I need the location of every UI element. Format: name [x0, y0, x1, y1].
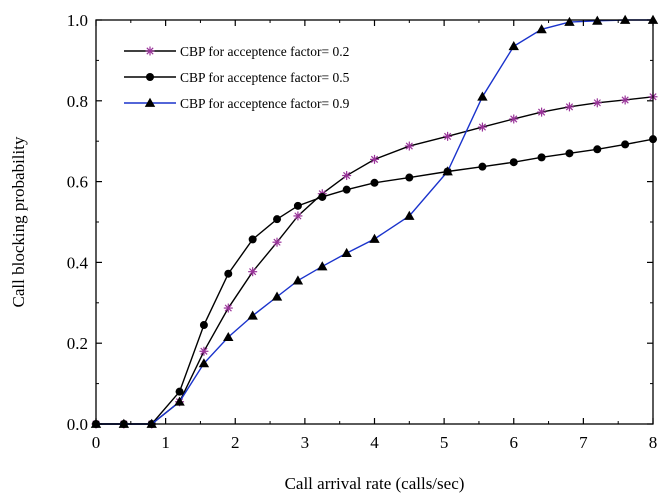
asterisk-stroke: [593, 99, 601, 107]
legend-entry: CBP for acceptence factor= 0.9: [124, 96, 350, 111]
data-point: [248, 267, 258, 277]
x-tick-label: 0: [92, 433, 101, 452]
asterisk-stroke: [510, 115, 518, 123]
asterisk-stroke: [273, 238, 281, 246]
data-point: [565, 149, 574, 158]
asterisk-stroke: [370, 155, 379, 163]
data-point: [478, 162, 487, 171]
series-3: [90, 14, 659, 428]
asterisk-stroke: [200, 347, 208, 355]
x-tick-label: 5: [440, 433, 449, 452]
data-point: [174, 396, 185, 406]
asterisk-stroke: [343, 171, 351, 180]
data-point: [620, 95, 630, 105]
legend: CBP for acceptence factor= 0.2 CBP for ac…: [124, 44, 350, 111]
data-point: [273, 215, 282, 224]
data-point: [564, 16, 575, 26]
x-tick-label: 2: [231, 433, 240, 452]
data-point: [405, 173, 414, 182]
asterisk-stroke: [478, 123, 487, 131]
y-tick-label: 0.8: [67, 92, 88, 111]
asterisk-stroke: [294, 212, 302, 220]
data-point: [509, 158, 518, 167]
x-axis-label: Call arrival rate (calls/sec): [285, 474, 465, 493]
data-point: [370, 154, 379, 164]
data-point: [621, 140, 630, 149]
data-point: [247, 310, 258, 320]
data-point: [198, 358, 210, 368]
data-point: [404, 210, 415, 220]
data-point: [509, 114, 519, 124]
data-point: [593, 145, 602, 154]
legend-marker: [146, 73, 154, 81]
y-tick-label: 0.2: [67, 334, 88, 353]
y-tick-label: 0.0: [67, 415, 88, 434]
data-point: [443, 131, 453, 141]
data-point: [537, 107, 547, 117]
legend-marker: [145, 46, 155, 56]
data-point: [369, 233, 380, 243]
y-axis-label: Call blocking probability: [9, 136, 28, 307]
asterisk-stroke: [224, 304, 232, 312]
data-point: [271, 291, 283, 301]
asterisk-stroke: [537, 108, 546, 116]
asterisk-stroke: [249, 268, 257, 276]
axis-ticks: 0 1 2 3 4 5 6 7 8 0.0 0.2 0.4 0.6 0.8 1.0: [67, 11, 658, 452]
data-point: [118, 418, 130, 428]
data-point: [199, 321, 208, 330]
legend-label: CBP for acceptence factor= 0.5: [180, 70, 350, 85]
y-tick-label: 1.0: [67, 11, 88, 30]
asterisk-stroke: [405, 142, 413, 150]
x-tick-label: 4: [370, 433, 379, 452]
data-point: [318, 192, 327, 201]
legend-label: CBP for acceptence factor= 0.2: [180, 44, 349, 59]
x-tick-label: 8: [649, 433, 658, 452]
data-point: [317, 261, 328, 271]
data-point: [175, 387, 184, 396]
data-point: [370, 178, 379, 187]
x-tick-label: 1: [161, 433, 170, 452]
asterisk-stroke: [565, 103, 574, 111]
y-tick-label: 0.4: [67, 253, 89, 272]
data-point: [146, 418, 157, 428]
legend-entry: CBP for acceptence factor= 0.5: [124, 70, 350, 85]
data-point: [404, 141, 414, 151]
y-tick-label: 0.6: [67, 173, 88, 192]
data-point: [536, 24, 547, 34]
x-tick-label: 7: [579, 433, 588, 452]
asterisk-stroke: [146, 47, 154, 55]
data-point: [224, 269, 233, 278]
legend-marker: [144, 97, 156, 107]
data-point: [199, 346, 209, 356]
data-point: [248, 235, 257, 244]
asterisk-stroke: [444, 132, 452, 140]
x-tick-label: 6: [510, 433, 519, 452]
x-tick-label: 3: [301, 433, 310, 452]
data-point: [272, 237, 282, 247]
data-point: [477, 91, 488, 101]
data-point: [293, 211, 303, 221]
data-point: [564, 102, 574, 112]
legend-entry: CBP for acceptence factor= 0.2: [124, 44, 349, 59]
data-point: [341, 247, 352, 258]
asterisk-stroke: [621, 96, 629, 104]
data-point: [508, 41, 519, 51]
plot-area: [90, 14, 659, 429]
data-point: [442, 166, 453, 176]
data-point: [223, 303, 233, 313]
data-point: [537, 153, 546, 162]
data-point: [342, 185, 351, 194]
data-point: [592, 98, 602, 108]
data-point: [342, 171, 352, 181]
data-point: [293, 201, 302, 210]
data-point: [292, 275, 304, 285]
legend-label: CBP for acceptence factor= 0.9: [180, 96, 350, 111]
data-point: [477, 122, 487, 132]
data-point: [223, 331, 234, 342]
